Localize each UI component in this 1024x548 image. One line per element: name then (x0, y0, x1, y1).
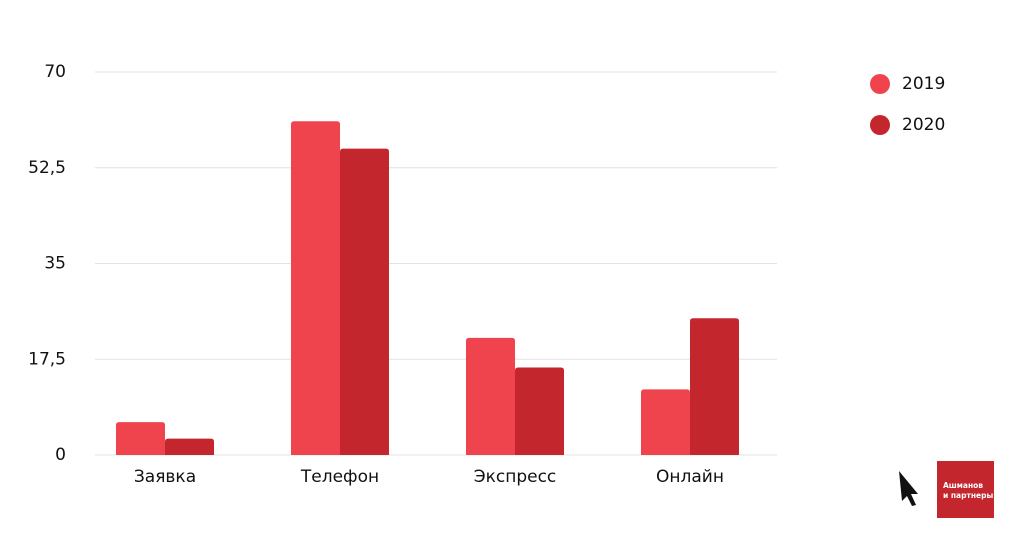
logo: Ашманов и партнеры (899, 461, 994, 518)
x-tick-label: Телефон (300, 467, 379, 487)
legend-label: 2019 (902, 74, 945, 94)
legend-marker (870, 115, 890, 135)
bar (466, 337, 515, 455)
y-tick-label: 52,5 (28, 158, 66, 178)
logo-line2: и партнеры (943, 491, 993, 500)
y-tick-label: 0 (55, 445, 66, 465)
bar (291, 121, 340, 455)
y-tick-label: 70 (44, 62, 66, 82)
bar (116, 422, 165, 455)
legend-label: 2020 (902, 115, 945, 135)
bar (340, 148, 389, 455)
bar (641, 389, 690, 455)
logo-line1: Ашманов (943, 481, 983, 490)
y-tick-label: 35 (44, 254, 66, 274)
bar (690, 318, 739, 455)
x-tick-label: Онлайн (656, 467, 724, 487)
bar (515, 367, 564, 455)
x-tick-label: Заявка (134, 467, 196, 487)
legend-marker (870, 74, 890, 94)
bar (165, 438, 214, 455)
logo-box (937, 461, 994, 518)
y-tick-label: 17,5 (28, 349, 66, 369)
x-tick-label: Экспресс (474, 467, 557, 487)
logo-cursor (899, 471, 918, 506)
